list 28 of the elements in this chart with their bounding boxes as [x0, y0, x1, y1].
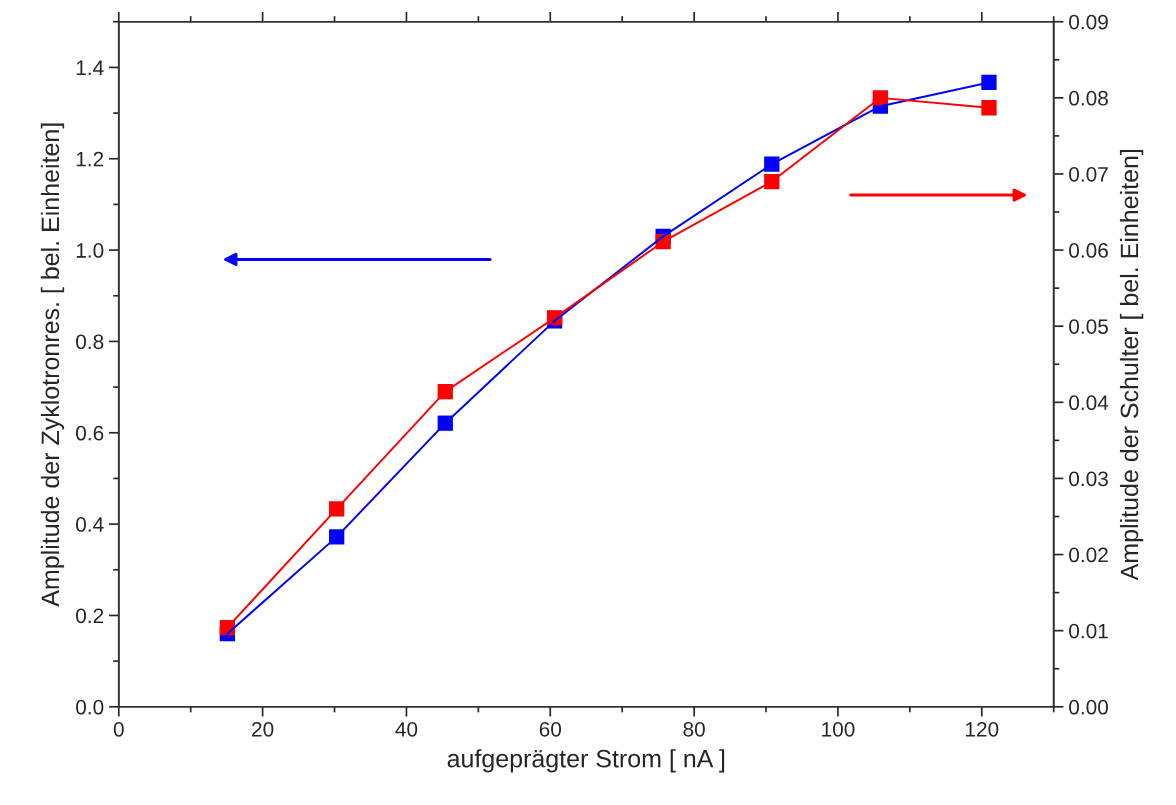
y-tick-label: 1.4: [76, 60, 104, 75]
y2-tick-label: 0.01: [1069, 623, 1108, 639]
y-tick-label: 0.0: [76, 699, 104, 715]
x-tick-label: 80: [683, 721, 705, 737]
y2-tick-label: 0.00: [1069, 699, 1109, 715]
y-axis-title: Amplitude der Zyklotronres. [ bel. Einheiten]: [40, 123, 65, 607]
y-tick-label: 0.8: [76, 334, 104, 350]
y2-tick-label: 0.09: [1069, 14, 1108, 30]
x-tick-label: 120: [965, 721, 999, 737]
y2-axis-title: Amplitude der Schulter [ bel. Einheiten]: [1119, 149, 1144, 581]
x-tick-label: 60: [539, 721, 562, 737]
x-tick-label: 40: [395, 721, 418, 737]
y2-tick-label: 0.08: [1069, 90, 1108, 106]
y-tick-label: 0.2: [76, 608, 104, 624]
y-tick-label: 0.6: [76, 425, 104, 441]
y-tick-label: 1.0: [76, 243, 104, 258]
y2-tick-label: 0.03: [1069, 471, 1108, 487]
y-tick-label: 0.4: [76, 517, 104, 532]
x-tick-label: 20: [252, 721, 274, 737]
y2-tick-label: 0.06: [1069, 243, 1108, 258]
x-axis-title: aufgeprägter Strom [ nA ]: [447, 749, 725, 773]
y2-tick-label: 0.02: [1069, 547, 1108, 563]
x-tick-label: 0: [113, 721, 124, 737]
x-tick-label: 100: [822, 721, 855, 737]
y2-tick-label: 0.05: [1069, 319, 1108, 334]
y2-tick-label: 0.04: [1069, 395, 1109, 411]
y-tick-label: 1.2: [76, 151, 104, 167]
y2-tick-label: 0.07: [1069, 166, 1108, 182]
